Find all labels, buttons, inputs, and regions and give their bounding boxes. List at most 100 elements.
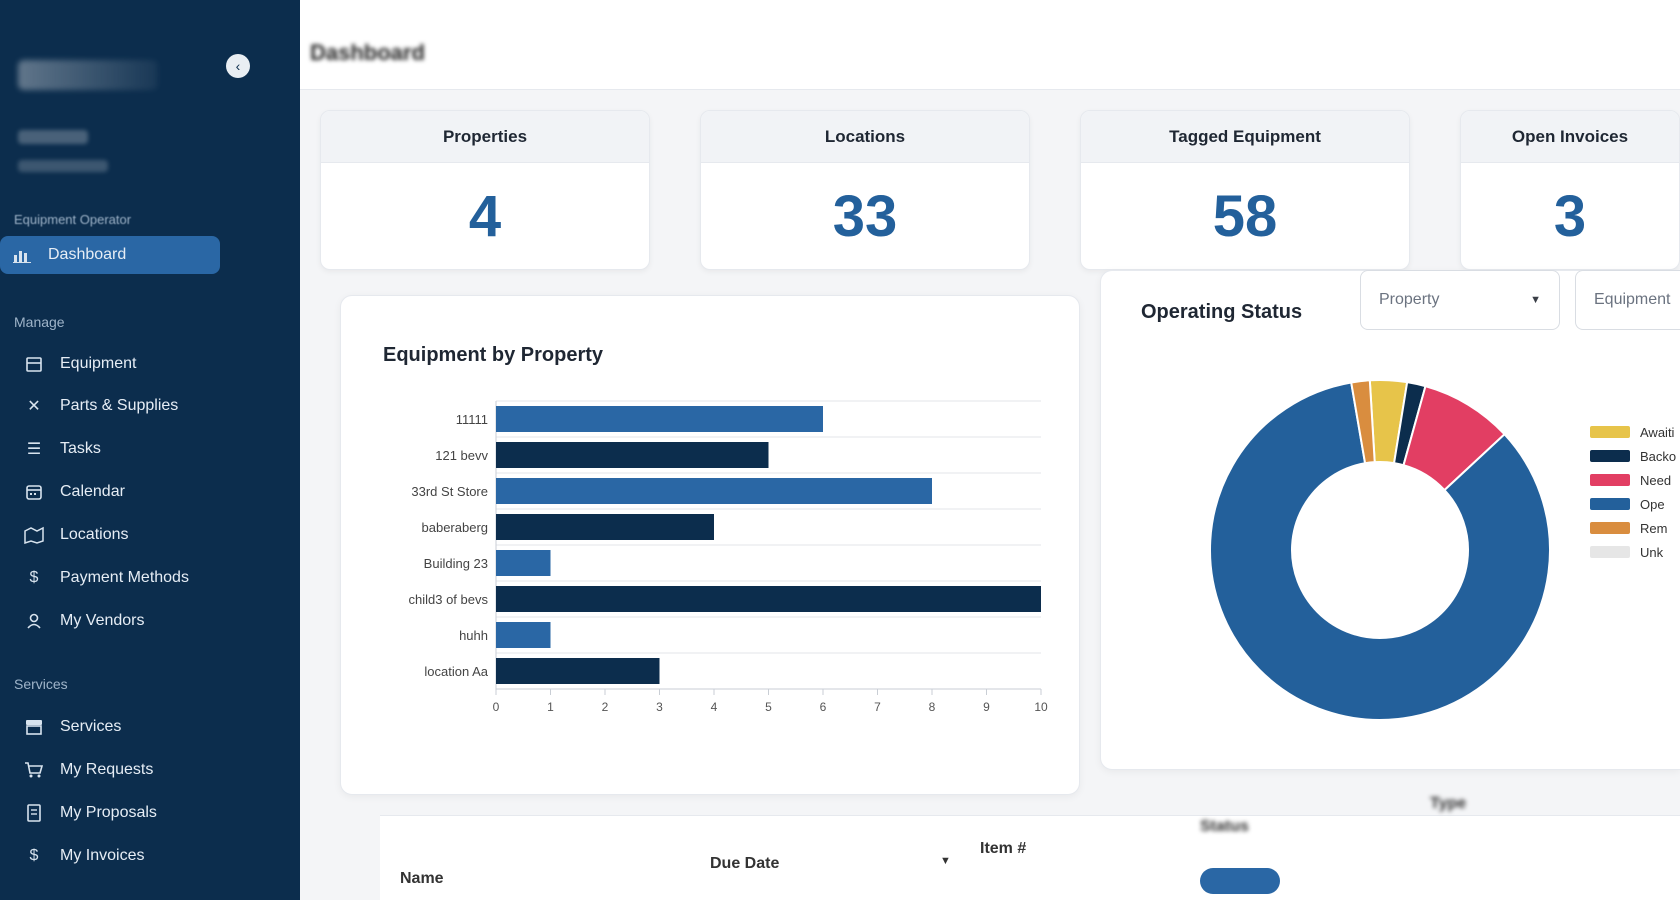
legend-swatch bbox=[1590, 474, 1630, 486]
sidebar-item-my-vendors[interactable]: My Vendors bbox=[12, 602, 222, 640]
caret-down-icon: ▼ bbox=[1530, 294, 1541, 306]
x-tick-label: 6 bbox=[820, 700, 827, 714]
stat-card-tagged-equipment[interactable]: Tagged Equipment 58 bbox=[1080, 110, 1410, 270]
pie-slice bbox=[1209, 381, 1551, 721]
legend-item[interactable]: Ope bbox=[1590, 492, 1676, 516]
tasks-table bbox=[380, 815, 1680, 900]
bar bbox=[496, 622, 551, 648]
legend-label: Ope bbox=[1640, 496, 1665, 512]
sidebar-item-locations[interactable]: Locations bbox=[12, 516, 222, 554]
status-badge bbox=[1200, 868, 1280, 894]
sidebar-item-calendar[interactable]: Calendar bbox=[12, 473, 222, 511]
sidebar-item-payment-methods[interactable]: $ Payment Methods bbox=[12, 559, 222, 597]
y-tick-label: baberaberg bbox=[422, 520, 489, 535]
sidebar-item-label: My Vendors bbox=[60, 612, 145, 629]
equipment-select-value: Equipment bbox=[1594, 291, 1671, 308]
stat-card-open-invoices[interactable]: Open Invoices 3 bbox=[1460, 110, 1680, 270]
legend-item[interactable]: Rem bbox=[1590, 516, 1676, 540]
page-title: Dashboard bbox=[310, 40, 425, 65]
y-tick-label: 121 bevv bbox=[435, 448, 488, 463]
sidebar-item-services[interactable]: Services bbox=[12, 708, 222, 746]
receipt-icon bbox=[24, 803, 44, 823]
x-tick-label: 7 bbox=[874, 700, 881, 714]
legend-swatch bbox=[1590, 498, 1630, 510]
column-header-status[interactable]: Status bbox=[1200, 818, 1249, 835]
map-icon bbox=[24, 525, 44, 545]
y-tick-label: child3 of bevs bbox=[409, 592, 489, 607]
equipment-by-property-card: Equipment by Property 11111 121 bevv 33rd … bbox=[340, 295, 1080, 795]
chart-icon bbox=[12, 245, 32, 265]
stat-card-locations[interactable]: Locations 33 bbox=[700, 110, 1030, 270]
sort-caret-icon[interactable]: ▼ bbox=[940, 855, 951, 867]
equipment-bar-chart: 11111 121 bevv 33rd St Store baberaberg Buil… bbox=[409, 400, 1048, 714]
sidebar-item-label: Tasks bbox=[60, 440, 101, 457]
stat-label: Tagged Equipment bbox=[1081, 111, 1409, 163]
sidebar-item-parts-supplies[interactable]: ✕ Parts & Supplies bbox=[12, 387, 222, 425]
collapse-sidebar-button[interactable]: ‹ bbox=[226, 54, 250, 78]
x-tick-label: 0 bbox=[493, 700, 500, 714]
x-tick-label: 10 bbox=[1034, 700, 1048, 714]
sidebar-item-label: My Invoices bbox=[60, 847, 145, 864]
chevron-left-icon: ‹ bbox=[235, 58, 241, 74]
bar bbox=[496, 478, 932, 504]
legend-label: Rem bbox=[1640, 520, 1668, 536]
sidebar: ‹ Equipment Operator Dashboard Manage Eq… bbox=[0, 0, 300, 900]
cart-icon bbox=[24, 760, 44, 780]
brand-logo bbox=[18, 60, 158, 90]
sidebar-item-label: Equipment bbox=[60, 355, 137, 372]
property-select-value: Property bbox=[1379, 291, 1440, 308]
bar bbox=[496, 442, 769, 468]
sidebar-item-label: Parts & Supplies bbox=[60, 397, 179, 414]
equipment-select[interactable]: Equipment bbox=[1575, 270, 1680, 330]
sidebar-item-dashboard[interactable]: Dashboard bbox=[0, 236, 220, 274]
property-select[interactable]: Property ▼ bbox=[1360, 270, 1560, 330]
legend-item[interactable]: Backo bbox=[1590, 444, 1676, 468]
sidebar-item-my-requests[interactable]: My Requests bbox=[12, 751, 222, 789]
column-header-type[interactable]: Type bbox=[1430, 795, 1467, 812]
dollar-icon: $ bbox=[29, 569, 39, 586]
sidebar-item-label: Payment Methods bbox=[60, 569, 189, 586]
column-header-item[interactable]: Item # bbox=[980, 840, 1027, 857]
legend-label: Backo bbox=[1640, 448, 1677, 464]
legend-item[interactable]: Awaiti bbox=[1590, 420, 1676, 444]
person-icon bbox=[24, 611, 44, 631]
sidebar-item-equipment[interactable]: Equipment bbox=[12, 345, 222, 383]
x-tick-label: 9 bbox=[983, 700, 990, 714]
sidebar-item-label: Services bbox=[60, 718, 122, 735]
bar bbox=[496, 658, 660, 684]
sidebar-item-label: My Proposals bbox=[60, 804, 157, 821]
legend-item[interactable]: Need bbox=[1590, 468, 1676, 492]
bar bbox=[496, 406, 823, 432]
sidebar-item-tasks[interactable]: ☰ Tasks bbox=[12, 430, 222, 468]
legend-label: Need bbox=[1640, 472, 1672, 488]
sidebar-item-label: Locations bbox=[60, 526, 129, 543]
user-role: Equipment Operator bbox=[14, 212, 132, 227]
user-id bbox=[18, 160, 108, 172]
list-icon: ☰ bbox=[26, 441, 42, 458]
top-bar bbox=[300, 0, 1680, 90]
stat-value: 3 bbox=[1553, 184, 1587, 249]
x-tick-label: 1 bbox=[547, 700, 554, 714]
operating-status-legend: Awaiti Backo Need Ope Rem Unk bbox=[1590, 420, 1676, 564]
y-tick-label: 33rd St Store bbox=[411, 484, 488, 499]
column-header-name[interactable]: Name bbox=[400, 870, 444, 887]
tools-icon: ✕ bbox=[27, 398, 41, 415]
legend-swatch bbox=[1590, 426, 1630, 438]
y-tick-label: huhh bbox=[459, 628, 488, 643]
y-tick-label: Building 23 bbox=[424, 556, 488, 571]
box-icon bbox=[24, 354, 44, 374]
calendar-icon bbox=[24, 482, 44, 502]
sidebar-item-label: My Requests bbox=[60, 761, 154, 778]
y-tick-label: location Aa bbox=[424, 664, 488, 679]
sidebar-item-my-proposals[interactable]: My Proposals bbox=[12, 794, 222, 832]
operating-status-donut-chart bbox=[1209, 379, 1551, 721]
column-header-due-date[interactable]: Due Date bbox=[710, 855, 780, 872]
section-label-services: Services bbox=[14, 676, 68, 692]
legend-item[interactable]: Unk bbox=[1590, 540, 1676, 564]
stat-value: 4 bbox=[468, 184, 502, 249]
stat-value: 58 bbox=[1212, 184, 1278, 249]
bar bbox=[496, 550, 551, 576]
stat-card-properties[interactable]: Properties 4 bbox=[320, 110, 650, 270]
sidebar-item-my-invoices[interactable]: $ My Invoices bbox=[12, 837, 222, 875]
store-icon bbox=[24, 717, 44, 737]
